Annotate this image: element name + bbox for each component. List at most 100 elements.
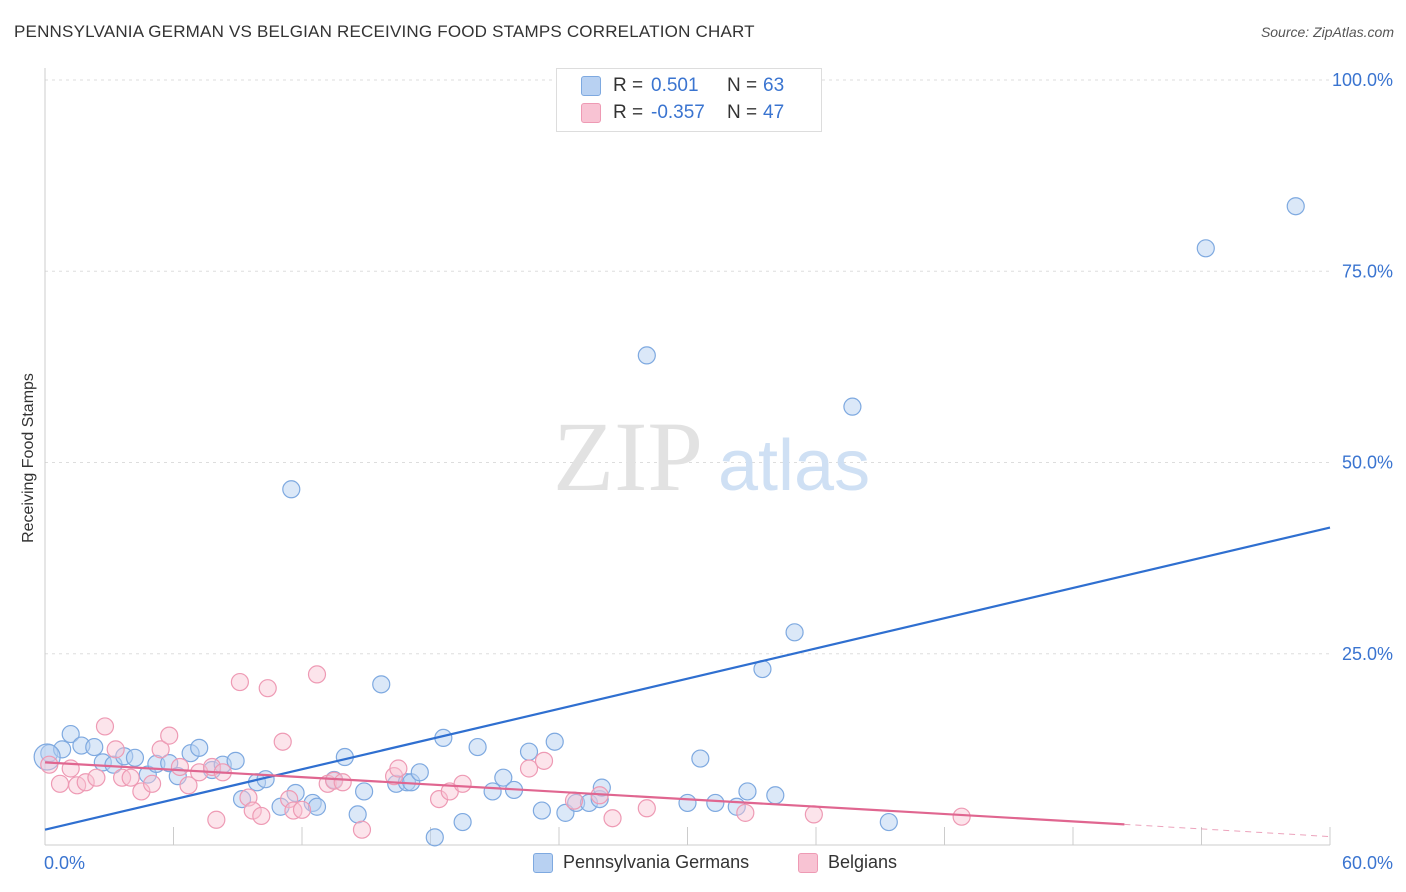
bottom-legend-belgians[interactable]: Belgians bbox=[798, 852, 897, 873]
belgians-point bbox=[736, 803, 755, 822]
x-tick-label: 60.0% bbox=[1342, 853, 1393, 873]
belgians-point bbox=[151, 740, 170, 759]
n-label: N = bbox=[727, 75, 758, 96]
belgians-point bbox=[333, 773, 352, 792]
belgians-point bbox=[87, 768, 106, 787]
pennsylvania-germans-point bbox=[678, 793, 697, 813]
belgians-point bbox=[106, 740, 125, 759]
belgians-point bbox=[534, 751, 554, 770]
blue-swatch-icon bbox=[533, 852, 553, 873]
pennsylvania-germans-point bbox=[61, 724, 80, 744]
chart-title: PENNSYLVANIA GERMAN VS BELGIAN RECEIVING… bbox=[14, 22, 755, 41]
pennsylvania-germans-point bbox=[637, 346, 656, 365]
belgians-point bbox=[95, 717, 115, 736]
pennsylvania-germans-point bbox=[453, 812, 472, 832]
bottom-legend-pennsylvania-germans[interactable]: Pennsylvania Germans bbox=[533, 852, 749, 873]
pennsylvania-germans-point bbox=[355, 782, 374, 801]
belgians-point bbox=[637, 799, 656, 818]
belgians-point bbox=[40, 755, 59, 774]
pennsylvania-germans-point bbox=[483, 782, 502, 801]
pennsylvania-germans-point bbox=[1196, 239, 1215, 258]
n-label: N = bbox=[727, 102, 758, 123]
watermark-zip: ZIP bbox=[553, 401, 703, 512]
belgians-point bbox=[207, 810, 226, 829]
belgians-point bbox=[389, 759, 408, 778]
belgians-point bbox=[258, 679, 277, 698]
r-value: 0.501 bbox=[651, 75, 699, 96]
pennsylvania-germans-point bbox=[532, 801, 551, 820]
pennsylvania-germans-point bbox=[785, 623, 804, 642]
belgians-point bbox=[804, 805, 823, 824]
belgians-point bbox=[160, 726, 179, 745]
pennsylvania-germans-point bbox=[545, 732, 564, 751]
n-value: 47 bbox=[763, 102, 785, 123]
pennsylvania-germans-point bbox=[879, 812, 898, 832]
belgians-point bbox=[230, 672, 249, 692]
y-tick-label: 25.0% bbox=[1342, 644, 1393, 664]
belgians-point bbox=[76, 773, 95, 792]
pennsylvania-germans-point bbox=[232, 789, 252, 809]
belgians-point bbox=[603, 809, 622, 828]
pink-swatch-icon bbox=[581, 103, 601, 123]
pennsylvania-germans-point bbox=[53, 740, 72, 759]
pennsylvania-germans-point bbox=[494, 768, 513, 787]
legend-row-belgians: R = -0.357 N = 47 bbox=[581, 102, 784, 124]
pennsylvania-germans-point bbox=[372, 675, 391, 694]
pennsylvania-germans-point bbox=[738, 782, 757, 801]
blue-swatch-icon bbox=[581, 76, 601, 96]
pennsylvania-germans-point bbox=[1286, 197, 1305, 216]
legend-label: Belgians bbox=[828, 852, 898, 872]
trend-lines bbox=[44, 526, 1331, 838]
belgians-point bbox=[50, 774, 70, 793]
belgians-point bbox=[952, 807, 971, 826]
pennsylvania-germans-point bbox=[160, 754, 179, 773]
belgians-trend-line bbox=[44, 761, 1125, 826]
n-value: 63 bbox=[763, 75, 785, 96]
r-value: -0.357 bbox=[651, 102, 705, 123]
y-tick-label: 75.0% bbox=[1342, 261, 1393, 281]
pennsylvania-germans-point bbox=[190, 738, 209, 757]
pennsylvania-germans-point bbox=[410, 763, 429, 782]
belgians-point bbox=[292, 800, 312, 819]
pennsylvania-germans-point bbox=[706, 793, 725, 813]
r-label: R = bbox=[613, 102, 644, 123]
y-tick-label: 100.0% bbox=[1332, 70, 1393, 90]
x-tick-label: 0.0% bbox=[44, 853, 85, 873]
legend-label: Pennsylvania Germans bbox=[563, 852, 750, 872]
pennsylvania-germans-point bbox=[226, 751, 245, 770]
legend-row-pennsylvania-germans: R = 0.501 N = 63 bbox=[581, 75, 784, 97]
pennsylvania-germans-point bbox=[282, 480, 301, 499]
pennsylvania-germans-point bbox=[519, 742, 539, 761]
pennsylvania-germans-trend-line bbox=[44, 526, 1331, 831]
pennsylvania-germans-point bbox=[348, 805, 367, 824]
y-axis-label: Receiving Food Stamps bbox=[20, 373, 37, 543]
series-pennsylvania-germans-points bbox=[33, 197, 1305, 847]
tick-labels: 25.0% 50.0% 75.0% 100.0% 0.0% 60.0% bbox=[44, 70, 1393, 873]
pennsylvania-germans-point bbox=[843, 397, 862, 416]
belgians-point bbox=[142, 774, 162, 793]
pennsylvania-germans-point bbox=[425, 828, 444, 847]
belgians-point bbox=[352, 820, 372, 839]
belgians-point bbox=[121, 768, 140, 787]
watermark-atlas: atlas bbox=[718, 426, 870, 506]
r-label: R = bbox=[613, 75, 644, 96]
y-tick-label: 50.0% bbox=[1342, 453, 1393, 473]
belgians-point bbox=[273, 732, 292, 751]
series-belgians-points bbox=[40, 665, 971, 839]
belgians-point bbox=[243, 801, 262, 820]
source-label: Source: ZipAtlas.com bbox=[1260, 24, 1394, 40]
belgians-trend-extension bbox=[1124, 823, 1331, 838]
pennsylvania-germans-point bbox=[766, 786, 785, 805]
pink-swatch-icon bbox=[798, 852, 818, 873]
correlation-legend: R = 0.501 N = 63 R = -0.357 N = 47 bbox=[556, 68, 822, 132]
pennsylvania-germans-point bbox=[125, 748, 145, 767]
belgians-point bbox=[170, 757, 190, 777]
belgians-point bbox=[280, 789, 299, 809]
belgians-point bbox=[252, 806, 271, 826]
belgians-point bbox=[519, 759, 539, 778]
pennsylvania-germans-point bbox=[307, 797, 327, 816]
pennsylvania-germans-point bbox=[691, 749, 710, 768]
belgians-point bbox=[307, 665, 327, 684]
gridlines bbox=[45, 79, 1330, 655]
